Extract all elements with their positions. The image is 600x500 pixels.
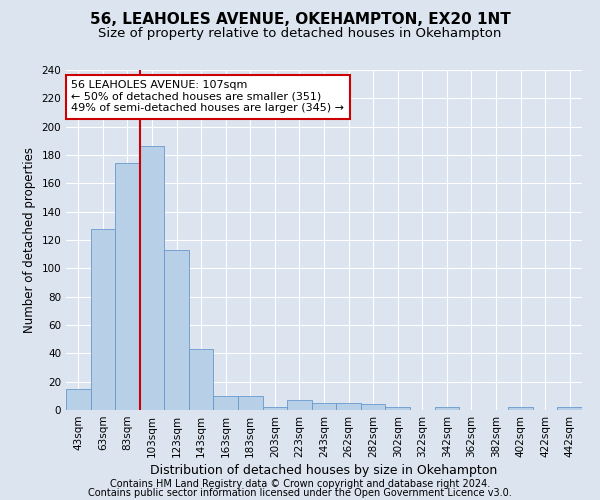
Y-axis label: Number of detached properties: Number of detached properties xyxy=(23,147,36,333)
Bar xyxy=(66,389,91,410)
X-axis label: Distribution of detached houses by size in Okehampton: Distribution of detached houses by size … xyxy=(151,464,497,477)
Text: Contains public sector information licensed under the Open Government Licence v3: Contains public sector information licen… xyxy=(88,488,512,498)
Text: Contains HM Land Registry data © Crown copyright and database right 2024.: Contains HM Land Registry data © Crown c… xyxy=(110,479,490,489)
Bar xyxy=(557,407,582,410)
Bar xyxy=(115,164,140,410)
Bar xyxy=(336,403,361,410)
Bar xyxy=(361,404,385,410)
Bar xyxy=(164,250,189,410)
Text: Size of property relative to detached houses in Okehampton: Size of property relative to detached ho… xyxy=(98,28,502,40)
Text: 56, LEAHOLES AVENUE, OKEHAMPTON, EX20 1NT: 56, LEAHOLES AVENUE, OKEHAMPTON, EX20 1N… xyxy=(89,12,511,28)
Bar xyxy=(385,407,410,410)
Bar xyxy=(214,396,238,410)
Bar xyxy=(263,407,287,410)
Bar xyxy=(508,407,533,410)
Bar xyxy=(312,403,336,410)
Bar xyxy=(434,407,459,410)
Bar xyxy=(140,146,164,410)
Bar xyxy=(189,349,214,410)
Bar xyxy=(238,396,263,410)
Bar xyxy=(287,400,312,410)
Bar xyxy=(91,228,115,410)
Text: 56 LEAHOLES AVENUE: 107sqm
← 50% of detached houses are smaller (351)
49% of sem: 56 LEAHOLES AVENUE: 107sqm ← 50% of deta… xyxy=(71,80,344,114)
